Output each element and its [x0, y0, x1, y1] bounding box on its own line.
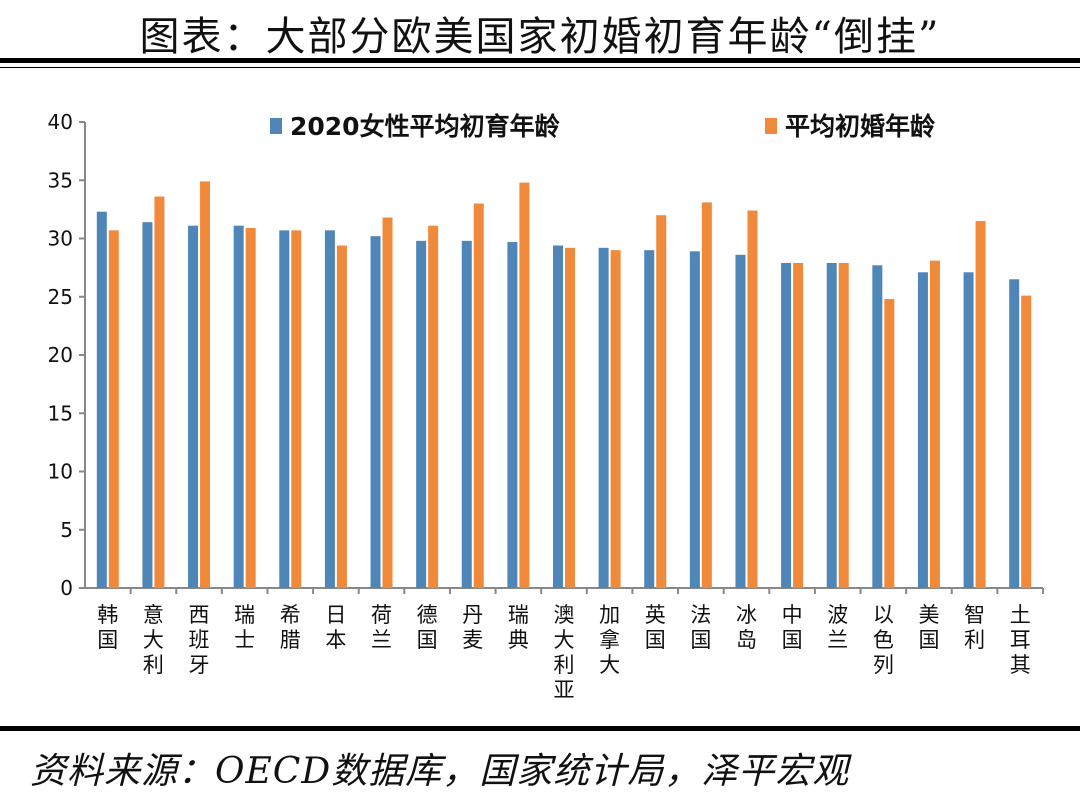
bar-first-marriage-age: [929, 260, 940, 588]
x-tick-label: 冰岛: [736, 603, 757, 652]
y-tick-label: 0: [60, 576, 73, 600]
y-tick-label: 35: [48, 168, 73, 192]
bar-first-birth-age: [1009, 279, 1020, 588]
bar-first-marriage-age: [565, 247, 575, 588]
legend-swatch: [270, 118, 282, 134]
bar-first-birth-age: [735, 254, 746, 588]
x-tick-label: 希腊: [280, 603, 301, 652]
x-tick-label: 瑞士: [234, 603, 255, 652]
source-note: 资料来源：OECD数据库，国家统计局，泽平宏观: [30, 751, 850, 792]
y-tick-label: 10: [48, 460, 73, 484]
y-tick-label: 15: [48, 401, 73, 425]
bar-first-birth-age: [370, 236, 381, 589]
bar-first-birth-age: [917, 272, 928, 588]
x-tick-label: 瑞典: [508, 603, 529, 652]
bar-first-birth-age: [324, 230, 335, 588]
bar-first-marriage-age: [519, 182, 530, 588]
bar-first-birth-age: [963, 272, 974, 588]
bar-first-birth-age: [872, 265, 883, 588]
x-tick-label: 丹麦: [462, 603, 483, 652]
bar-first-marriage-age: [838, 262, 849, 588]
bar-first-birth-age: [644, 250, 655, 588]
bar-first-marriage-age: [336, 245, 347, 589]
bar-first-marriage-age: [656, 215, 667, 588]
x-tick-label: 西班牙: [189, 603, 210, 677]
x-tick-label: 韩国: [97, 603, 118, 652]
bar-first-marriage-age: [1021, 295, 1032, 588]
x-tick-label: 加拿大: [599, 603, 620, 677]
bar-first-birth-age: [188, 225, 199, 588]
bar-first-birth-age: [279, 230, 290, 588]
x-tick-label: 英国: [645, 603, 666, 652]
bar-first-marriage-age: [200, 181, 211, 589]
bar-first-birth-age: [689, 251, 700, 588]
bar-chart: 0 5 10 15 20 25 30 35 40 韩国 意大利 西班牙 瑞士希腊日本荷兰德国丹麦瑞典澳大…: [48, 110, 1044, 702]
x-tick-label: 德国: [417, 603, 438, 652]
bar-first-birth-age: [826, 262, 837, 588]
y-tick-label: 30: [48, 227, 73, 251]
legend-swatch: [765, 118, 777, 134]
bar-first-marriage-age: [473, 203, 484, 589]
bar-first-marriage-age: [154, 196, 165, 588]
bar-first-birth-age: [598, 247, 609, 588]
bar-first-marriage-age: [291, 230, 302, 588]
title-rule-thick: [0, 58, 1080, 63]
x-tick-label: 荷兰: [371, 603, 392, 652]
x-tick-label: 日本: [325, 603, 346, 652]
bar-first-marriage-age: [610, 250, 621, 588]
bar-first-birth-age: [96, 211, 107, 588]
figure-title: 图表：大部分欧美国家初婚初育年龄“倒挂”: [139, 14, 941, 60]
bar-first-marriage-age: [975, 221, 986, 588]
bar-first-marriage-age: [382, 217, 393, 588]
bar-first-marriage-age: [701, 202, 712, 588]
bar-first-birth-age: [142, 222, 153, 588]
bar-first-birth-age: [416, 240, 427, 588]
x-tick-label: 土耳其: [1010, 603, 1031, 677]
bar-first-birth-age: [233, 225, 244, 588]
y-tick-label: 40: [48, 110, 73, 134]
x-tick-label: 澳大利亚: [554, 603, 575, 702]
x-tick-label: 智利: [964, 603, 985, 652]
bar-first-birth-age: [781, 262, 792, 588]
x-tick-label: 中国: [782, 603, 803, 652]
x-tick-label: 法国: [690, 603, 711, 652]
bar-first-marriage-age: [884, 299, 895, 588]
bar-first-marriage-age: [245, 228, 256, 588]
bar-first-marriage-age: [747, 210, 758, 589]
title-rule-thin: [0, 67, 1080, 68]
bar-first-marriage-age: [793, 262, 804, 588]
legend-label: 平均初婚年龄: [785, 112, 936, 141]
bar-first-marriage-age: [428, 225, 439, 588]
bar-first-marriage-age: [108, 230, 119, 588]
x-tick-label: 意大利: [143, 603, 164, 677]
y-tick-label: 5: [60, 518, 73, 542]
bar-first-birth-age: [461, 240, 472, 588]
y-tick-label: 25: [48, 285, 73, 309]
bar-first-birth-age: [507, 241, 518, 588]
x-tick-label: 波兰: [827, 603, 848, 652]
bar-first-birth-age: [553, 245, 563, 589]
y-tick-label: 20: [48, 343, 73, 367]
legend-label: 2020女性平均初育年龄: [290, 112, 561, 141]
x-tick-label: 美国: [918, 603, 939, 652]
source-rule-thick: [0, 726, 1080, 731]
x-tick-label: 以色列: [873, 603, 894, 677]
